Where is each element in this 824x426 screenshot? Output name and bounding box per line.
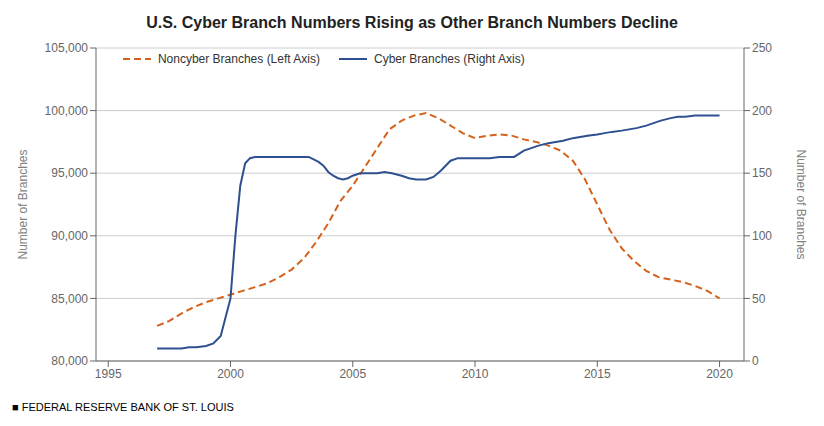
svg-text:150: 150 [752,166,772,180]
svg-text:105,000: 105,000 [45,41,89,55]
svg-text:2000: 2000 [217,367,244,381]
html-text:■ FEDERAL RESERVE BANK OF ST.: ■ FEDERAL RESERVE BANK OF ST. LOUIS [12,401,234,413]
svg-text:100: 100 [752,229,772,243]
svg-text:50: 50 [752,292,766,306]
svg-text:Number of Branches: Number of Branches [794,149,808,259]
svg-text:1995: 1995 [95,367,122,381]
svg-text:Number of Branches: Number of Branches [16,149,30,259]
html-text:Cyber Branches (Right Axis): Cyber Branches (Right Axis) [374,52,525,66]
svg-text:250: 250 [752,41,772,55]
svg-text:95,000: 95,000 [51,166,88,180]
svg-text:100,000: 100,000 [45,104,89,118]
svg-text:85,000: 85,000 [51,292,88,306]
svg-text:2020: 2020 [706,367,733,381]
svg-text:2010: 2010 [462,367,489,381]
svg-text:90,000: 90,000 [51,229,88,243]
svg-text:80,000: 80,000 [51,354,88,368]
svg-text:0: 0 [752,354,759,368]
svg-text:2005: 2005 [339,367,366,381]
html-text:U.S. Cyber Branch Numbers Risi: U.S. Cyber Branch Numbers Rising as Othe… [146,14,678,31]
svg-text:200: 200 [752,104,772,118]
svg-text:2015: 2015 [584,367,611,381]
html-text:Noncyber Branches (Left Axis): Noncyber Branches (Left Axis) [157,52,320,66]
